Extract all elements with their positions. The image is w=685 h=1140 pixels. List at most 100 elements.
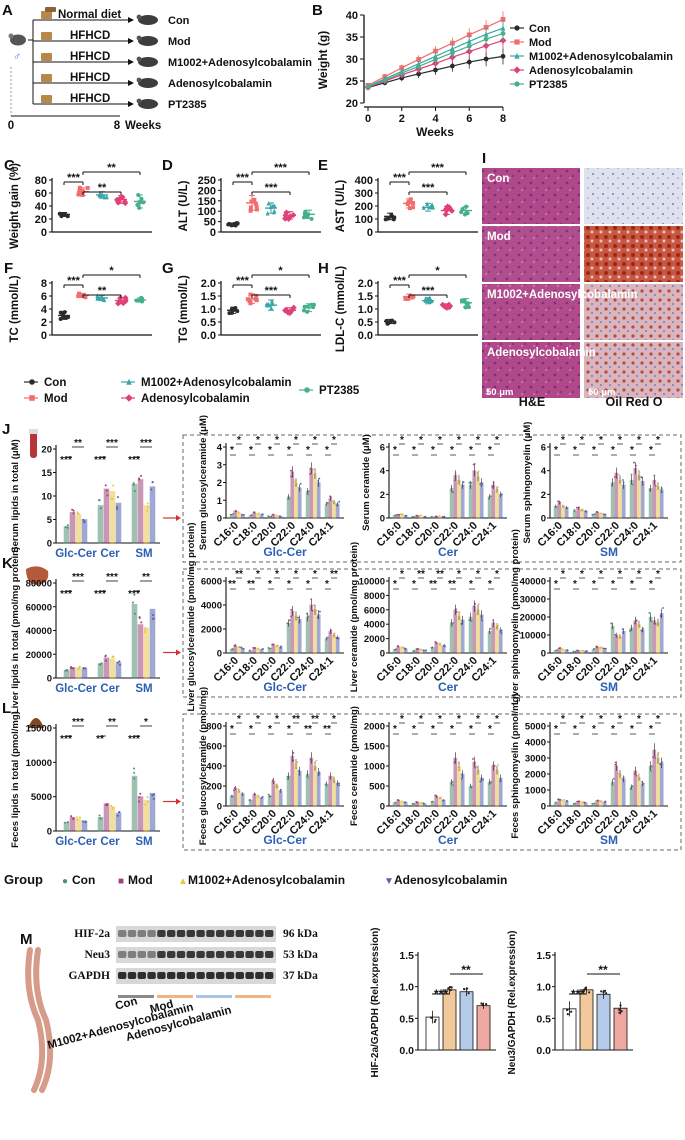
sig-label: * <box>618 714 622 725</box>
bar <box>297 770 302 807</box>
group-label: SM <box>600 833 618 847</box>
data-point <box>404 801 407 804</box>
bar <box>237 790 241 807</box>
data-point <box>638 773 640 776</box>
data-point <box>482 778 485 781</box>
data-point <box>566 1008 569 1011</box>
data-point <box>615 476 618 479</box>
y-tick-label: 4000 <box>525 738 546 749</box>
protein-band <box>147 930 156 937</box>
category-label: SM <box>135 836 152 848</box>
data-point <box>397 799 400 802</box>
sig-label: * <box>275 435 279 446</box>
y-tick-label: 1.5 <box>201 291 216 303</box>
sig-label: * <box>476 435 480 446</box>
data-point <box>593 802 596 805</box>
legend-marker: ● <box>62 876 68 887</box>
sig-label: * <box>580 714 584 725</box>
sig-label: * <box>573 724 577 735</box>
sig-label: ** <box>323 724 331 735</box>
data-point <box>288 497 291 500</box>
data-point <box>133 767 136 770</box>
data-point <box>648 489 651 491</box>
data-point <box>622 778 624 781</box>
data-point <box>581 801 584 804</box>
data-point <box>583 988 586 991</box>
data-point <box>650 620 653 623</box>
bar <box>396 646 401 654</box>
food-icon <box>41 11 52 19</box>
data-point <box>290 475 292 478</box>
data-point <box>402 513 404 516</box>
data-point <box>80 192 85 197</box>
data-point <box>481 619 484 622</box>
sig-label: *** <box>128 589 140 600</box>
data-point <box>595 646 598 649</box>
bar <box>143 627 150 679</box>
bar <box>576 508 581 519</box>
data-point <box>290 608 293 611</box>
data-point <box>317 479 320 482</box>
data-point <box>140 474 143 477</box>
sig-label: * <box>599 435 603 446</box>
data-point <box>290 615 293 618</box>
protein-band <box>127 930 137 937</box>
data-point <box>72 509 75 512</box>
data-point <box>603 989 607 992</box>
data-point <box>402 646 405 649</box>
y-tick-label: 400 <box>206 762 222 773</box>
y-axis-title: TG (mmol/L) <box>178 275 190 343</box>
y-tick-label: 15 <box>41 468 52 479</box>
he-texture <box>482 168 580 224</box>
legend-label: Con <box>72 873 95 887</box>
data-point <box>252 646 255 649</box>
diet-label: HFHCD <box>70 51 110 63</box>
bar <box>637 623 641 654</box>
data-point <box>338 784 341 787</box>
bar <box>637 776 641 807</box>
data-point <box>596 799 599 802</box>
sig-label: *** <box>94 455 106 466</box>
panel-a-schematic: ♂ Normal diet Con HFHCD Mod HFHCD M1002+Adenos… <box>8 7 312 132</box>
data-point <box>110 804 113 807</box>
data-point <box>240 646 243 649</box>
sig-label: *** <box>422 182 436 194</box>
category-label: Cer <box>100 683 120 695</box>
data-point <box>237 791 240 793</box>
data-point <box>633 461 635 464</box>
protein-band <box>186 972 195 979</box>
data-point <box>399 65 405 71</box>
lane-group-bar <box>196 995 232 998</box>
sig-label: * <box>306 445 310 456</box>
lane-label: Mod <box>149 998 175 1016</box>
bar <box>640 629 645 654</box>
y-axis-title: Liver glucosylceramide (pmol/mg protein) <box>186 523 197 712</box>
data-point <box>337 637 340 640</box>
data-point <box>64 669 67 672</box>
data-point <box>70 815 73 818</box>
data-point <box>433 1020 436 1023</box>
bar <box>640 783 645 807</box>
lane-group-bar <box>235 995 271 998</box>
arrowhead <box>128 101 134 107</box>
protein-band <box>206 951 215 958</box>
y-tick-label: 1500 <box>364 742 385 753</box>
sig-label: * <box>275 714 279 725</box>
data-point <box>298 486 301 489</box>
sig-label: * <box>476 569 480 580</box>
data-point <box>272 513 274 516</box>
y-tick-label: 1.0 <box>399 982 414 994</box>
data-point <box>642 627 644 630</box>
x-tick-label: 2 <box>399 113 405 125</box>
data-point <box>631 785 634 788</box>
lane-group-bar <box>118 995 154 998</box>
data-point <box>257 648 260 651</box>
y-tick-label: 2000 <box>364 634 385 645</box>
y-tick-label: 0.5 <box>399 1013 414 1025</box>
data-point <box>253 201 258 206</box>
x-tick-label: 6 <box>466 113 472 125</box>
data-point <box>479 780 482 783</box>
legend-label: PT2385 <box>529 79 568 91</box>
data-point <box>457 482 459 485</box>
data-point <box>64 526 67 529</box>
